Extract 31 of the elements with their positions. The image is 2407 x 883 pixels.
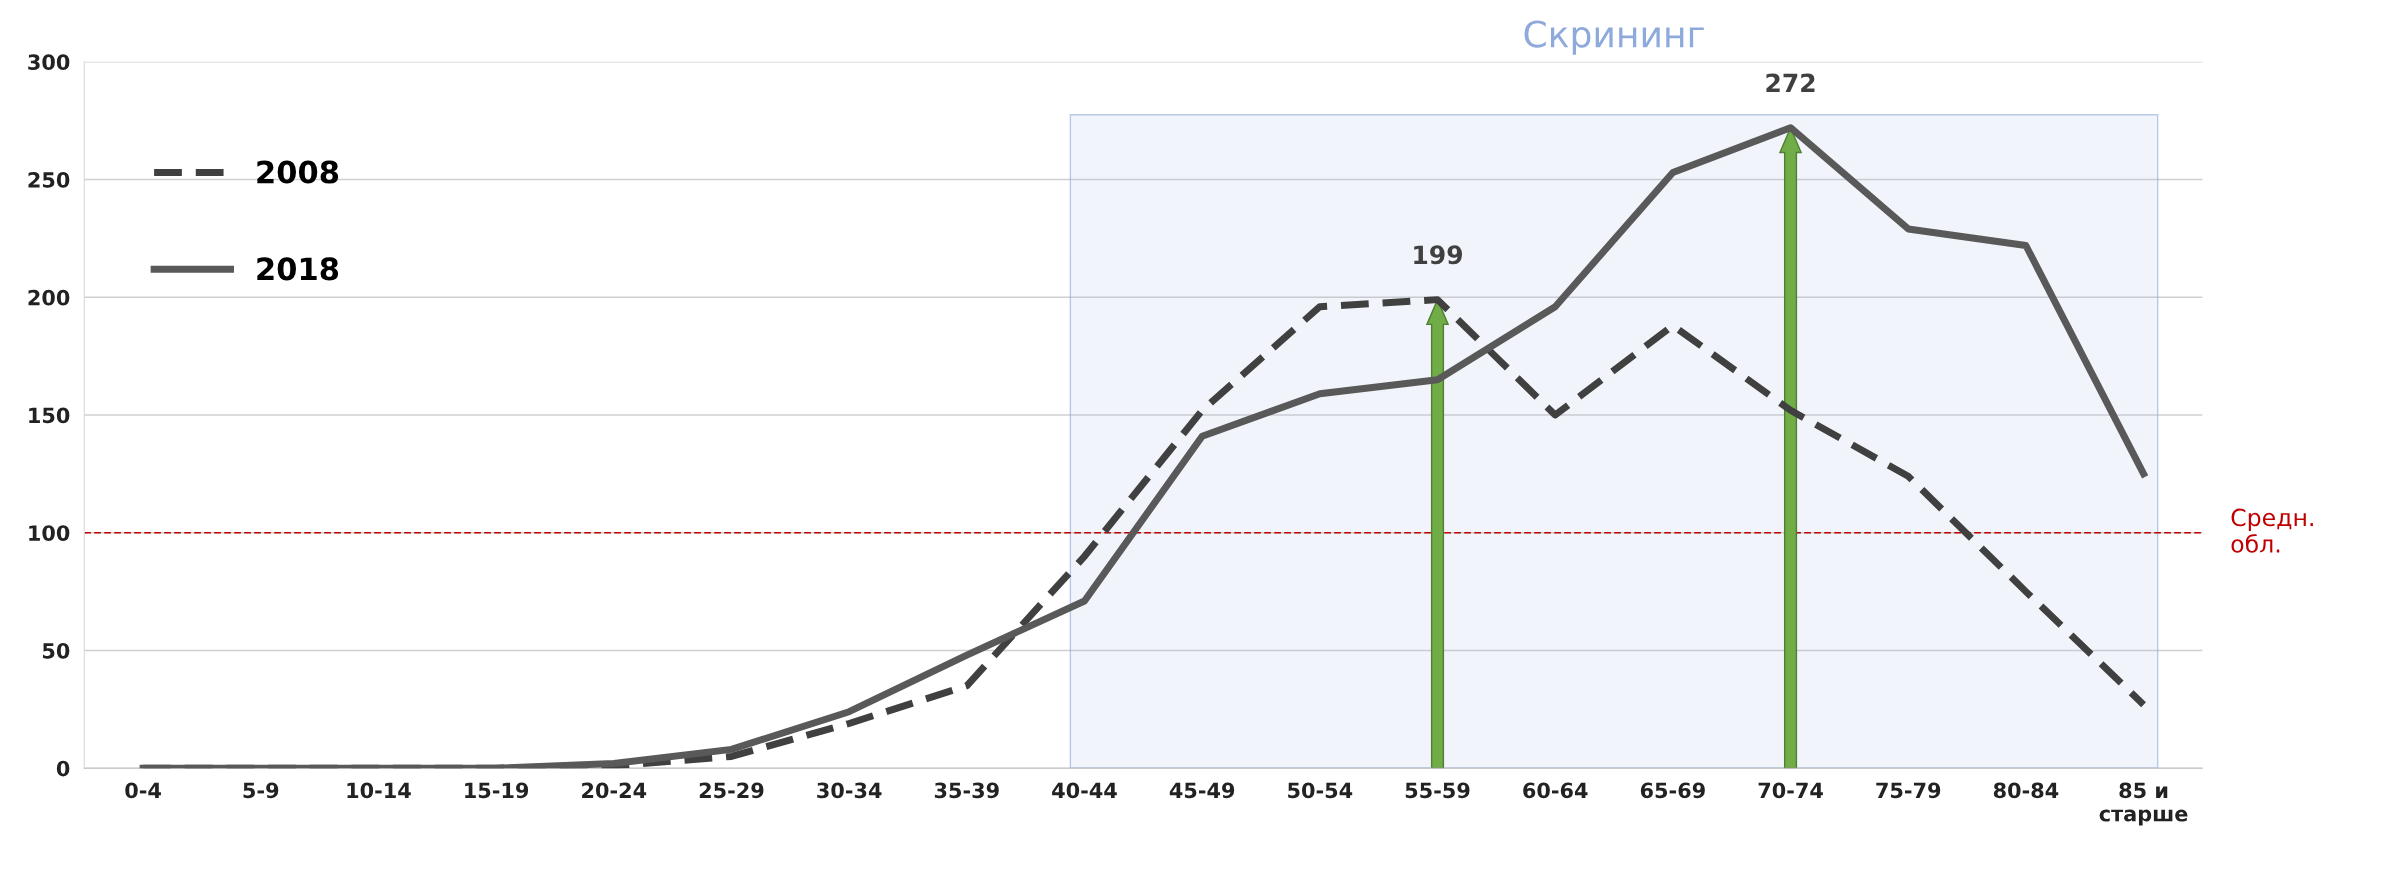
y-tick-label: 0 [56,760,70,777]
x-tick-label: 20-24 [582,782,647,799]
x-tick-label: 25-29 [699,782,764,799]
x-tick-label: 40-44 [1052,782,1117,799]
x-tick-label: 35-39 [934,782,999,799]
y-tick-label: 150 [29,407,70,424]
x-tick-label: 50-54 [1288,782,1353,799]
legend-label: 2008 [257,160,339,184]
y-tick-label: 300 [28,54,70,71]
band-label: Скрининг [1524,20,1704,55]
x-tick-label: 70-74 [1758,782,1823,799]
x-tick-label: 85 и старше [2099,782,2188,826]
annotation: 199 [1414,245,1463,265]
x-tick-label: 10-14 [347,782,411,799]
x-tick-label: 80-84 [1993,782,2059,799]
x-tick-label: 60-64 [1523,782,1588,799]
y-tick-label: 200 [28,289,70,306]
x-tick-label: 45-49 [1169,782,1235,799]
x-tick-label: 0-4 [125,782,161,799]
x-tick-label: 15-19 [465,782,529,799]
ref-line-label: Средн. обл. [2231,508,2313,553]
y-tick-label: 50 [42,642,70,659]
legend-label: 2018 [257,257,339,281]
y-tick-label: 100 [29,525,70,541]
x-tick-label: 55-59 [1405,782,1470,799]
x-tick-label: 75-79 [1876,782,1941,799]
x-tick-label: 65-69 [1640,782,1705,799]
x-tick-label: 30-34 [817,782,882,799]
x-tick-label: 5-9 [243,782,279,799]
annotation: 272 [1766,73,1815,92]
y-tick-label: 250 [28,172,70,188]
